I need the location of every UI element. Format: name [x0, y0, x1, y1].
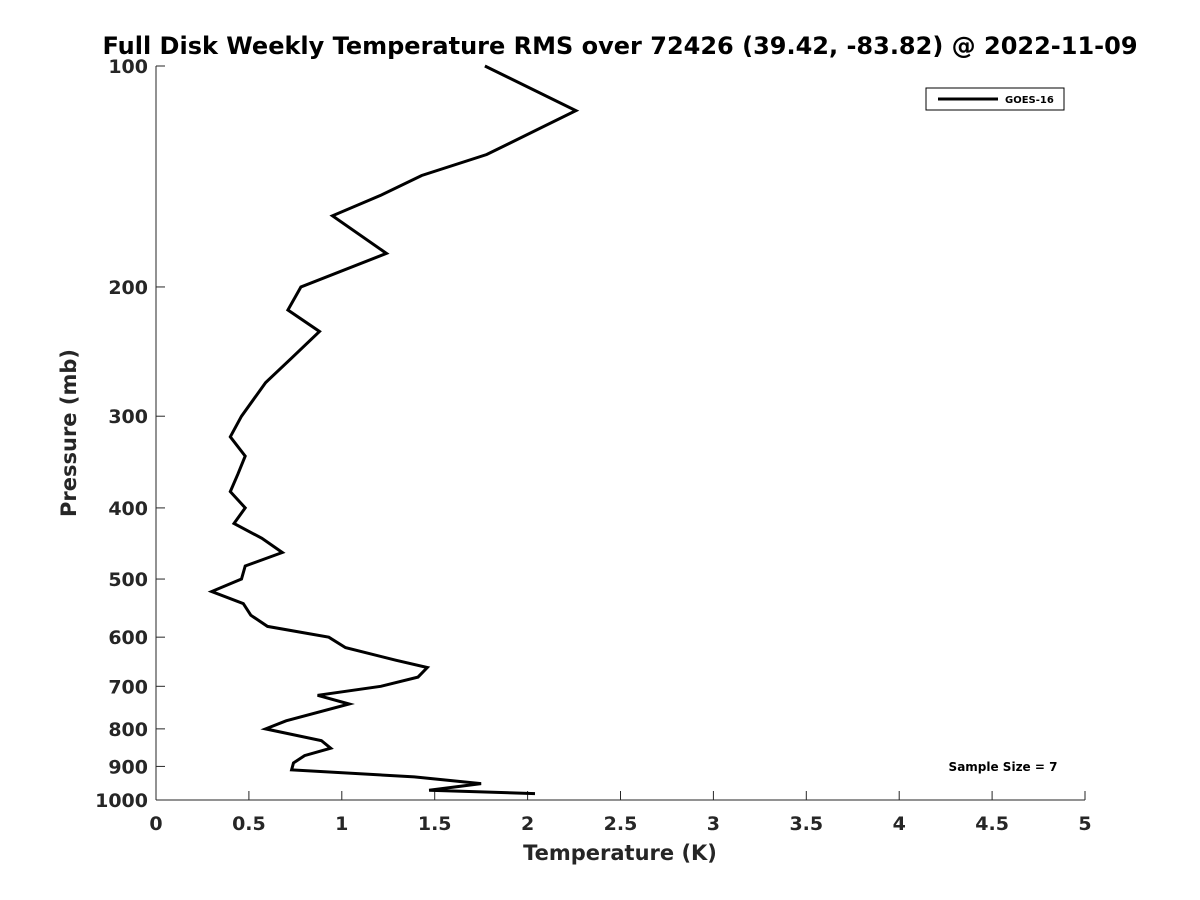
x-tick-label: 4.5: [975, 813, 1009, 835]
x-tick-label: 1: [335, 813, 348, 835]
y-tick-label: 900: [108, 756, 148, 778]
y-tick-label: 700: [108, 676, 148, 698]
y-axis-ticks: 100 200 300 400 500 600 700 800 900 1000: [95, 56, 165, 812]
chart-title: Full Disk Weekly Temperature RMS over 72…: [102, 32, 1137, 60]
series-group: [207, 64, 580, 796]
series-line-0: [207, 64, 580, 796]
y-tick-label: 800: [108, 719, 148, 741]
x-tick-label: 5: [1078, 813, 1091, 835]
plot-area: [156, 66, 1085, 800]
y-tick-label: 100: [108, 56, 148, 78]
x-tick-label: 3.5: [789, 813, 823, 835]
x-tick-label: 2.5: [604, 813, 638, 835]
x-tick-label: 0: [149, 813, 162, 835]
sample-size-annotation: Sample Size = 7: [949, 760, 1058, 774]
x-tick-label: 2: [521, 813, 534, 835]
y-tick-label: 400: [108, 498, 148, 520]
y-tick-label: 600: [108, 627, 148, 649]
legend-label-goes16: GOES-16: [1005, 95, 1054, 106]
y-tick-label: 500: [108, 569, 148, 591]
x-tick-label: 4: [893, 813, 906, 835]
x-tick-label: 0.5: [232, 813, 266, 835]
y-axis-label: Pressure (mb): [57, 349, 81, 517]
x-axis-ticks: 0 0.5 1 1.5 2 2.5 3 3.5 4 4.5 5: [149, 791, 1092, 835]
y-tick-label: 1000: [95, 790, 148, 812]
x-tick-label: 1.5: [418, 813, 452, 835]
y-tick-label: 200: [108, 277, 148, 299]
axes: [155, 66, 1085, 801]
y-tick-label: 300: [108, 406, 148, 428]
x-tick-label: 3: [707, 813, 720, 835]
x-axis-label: Temperature (K): [523, 841, 717, 865]
legend: GOES-16: [925, 87, 1065, 111]
